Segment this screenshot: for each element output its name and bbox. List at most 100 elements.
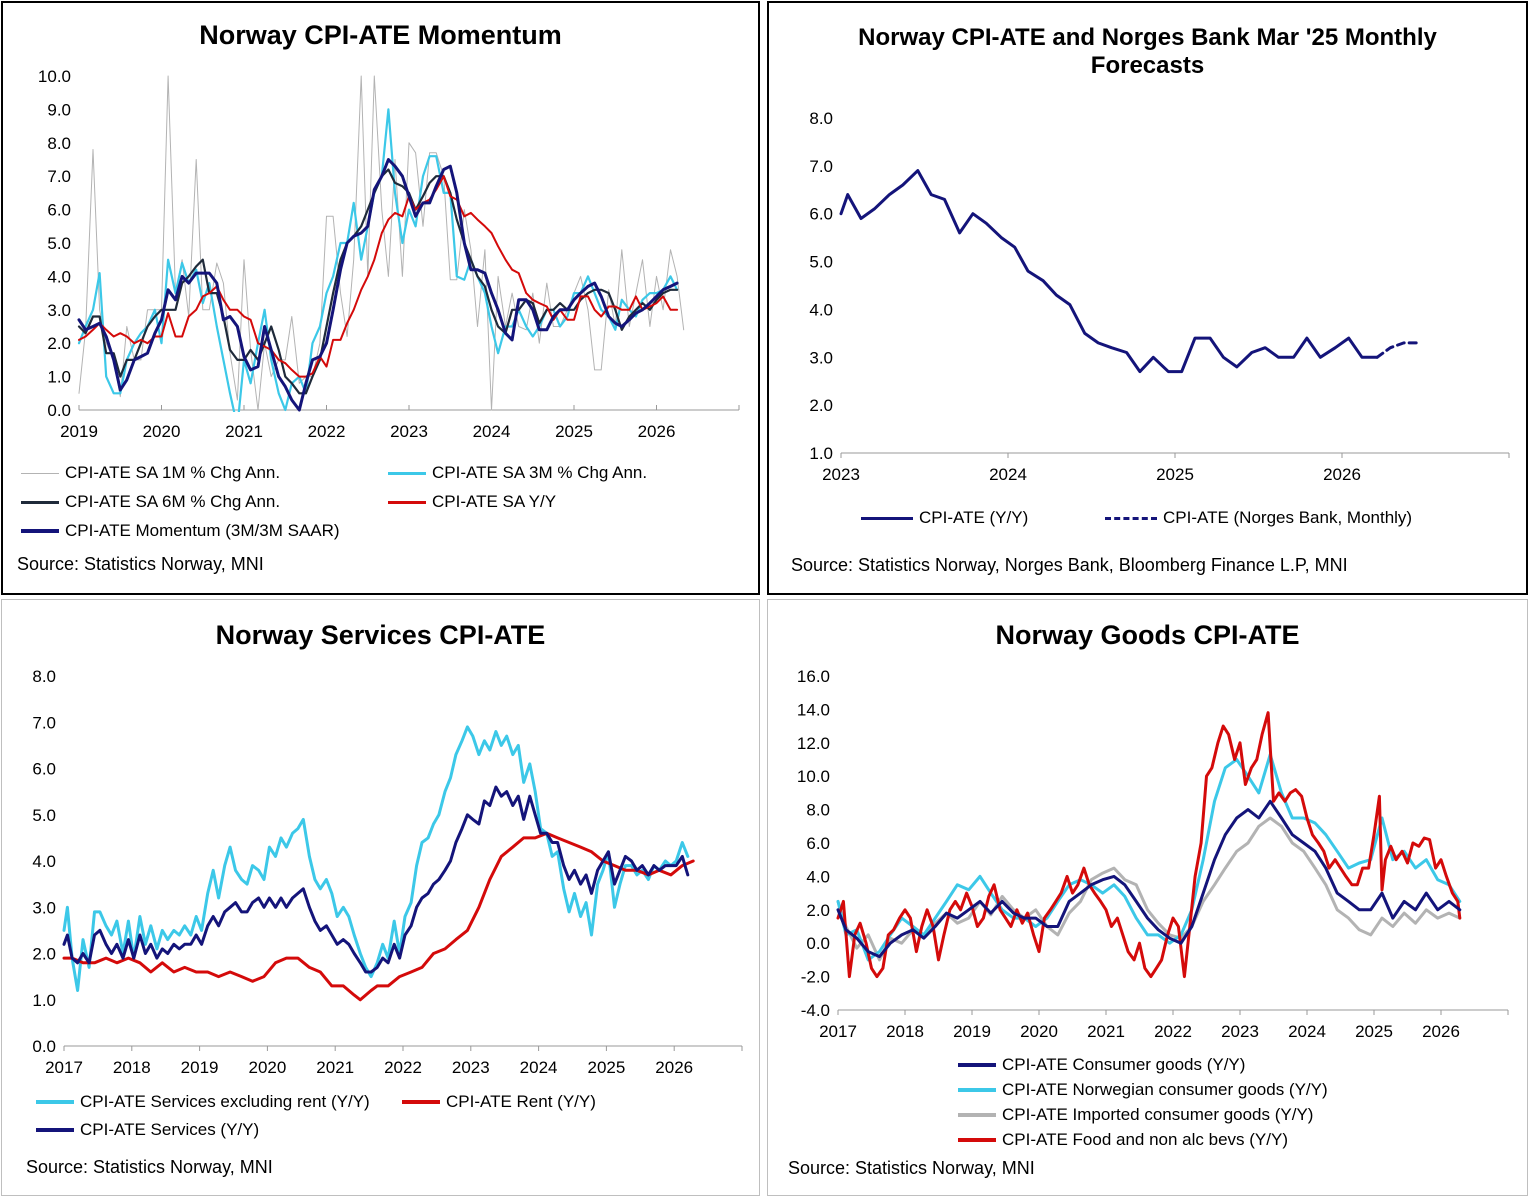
series-line	[78, 75, 685, 411]
x-tick-label: 2020	[143, 422, 181, 441]
x-tick-label: 2019	[181, 1058, 219, 1077]
legend-label: CPI-ATE SA 6M % Chg Ann.	[65, 492, 281, 511]
y-tick-label: 3.0	[32, 898, 56, 917]
legend-label: CPI-ATE Food and non alc bevs (Y/Y)	[1002, 1130, 1288, 1149]
legend-item: CPI-ATE Rent (Y/Y)	[402, 1092, 596, 1112]
goods-chart-plot: -4.0 -2.0 0.0 2.0 4.0 6.0 8.0 10.0 12.0 14.0 16.0 2…	[797, 667, 1509, 1041]
y-tick-label: 4.0	[32, 852, 56, 871]
y-tick-label: 6.0	[809, 205, 833, 224]
momentum-chart-panel: Norway CPI-ATE Momentum 0.0 1.0 2.0 3.0 4.0 5…	[1, 1, 760, 595]
series-group	[836, 711, 1462, 979]
source-note: Source: Statistics Norway, MNI	[26, 1157, 273, 1177]
chart-title-text: Norway CPI-ATE and Norges Bank Mar '25 M…	[858, 24, 1437, 79]
x-tick-label: 2022	[308, 422, 346, 441]
x-tick-label: 2023	[390, 422, 428, 441]
series-line	[62, 725, 690, 992]
momentum-chart-plot: 0.0 1.0 2.0 3.0 4.0 5.0 6.0 7.0 8.0 9.0 10.0 2019 20…	[38, 67, 740, 441]
x-tick-label: 2023	[452, 1058, 490, 1077]
y-tick-label: 4.0	[809, 300, 833, 319]
chart-title: Norway Services CPI-ATE	[215, 620, 546, 650]
legend-item: CPI-ATE Imported consumer goods (Y/Y)	[958, 1105, 1313, 1125]
series-line	[1375, 341, 1421, 359]
x-tick-label: 2024	[473, 422, 511, 441]
series-line	[62, 785, 690, 974]
legend-label: CPI-ATE Momentum (3M/3M SAAR)	[65, 521, 340, 540]
x-tick-label: 2019	[953, 1022, 991, 1041]
source-note: Source: Statistics Norway, MNI	[788, 1158, 1035, 1178]
series-line	[836, 711, 1462, 979]
services-chart-panel: Norway Services CPI-ATE 0.0 1.0 2.0 3.0 4.0 5…	[1, 599, 760, 1196]
services-chart-plot: 0.0 1.0 2.0 3.0 4.0 5.0 6.0 7.0 8.0 2017 2018 2019 2…	[32, 667, 743, 1077]
y-tick-label: 4.0	[806, 867, 830, 886]
legend-label: CPI-ATE SA 3M % Chg Ann.	[432, 463, 648, 482]
legend-item: CPI-ATE Food and non alc bevs (Y/Y)	[958, 1130, 1288, 1150]
legend-label: CPI-ATE Imported consumer goods (Y/Y)	[1002, 1105, 1314, 1124]
y-tick-label: 8.0	[47, 134, 71, 153]
series-line	[836, 799, 1462, 959]
legend-swatch	[21, 472, 59, 474]
legend-swatch	[402, 1100, 440, 1104]
x-tick-label: 2021	[225, 422, 263, 441]
x-tick-label: 2021	[1087, 1022, 1125, 1041]
legend-label: CPI-ATE Rent (Y/Y)	[446, 1092, 596, 1111]
series-line	[77, 158, 679, 412]
forecast-chart-plot: 1.0 2.0 3.0 4.0 5.0 6.0 7.0 8.0 2023 2024 2025 2026	[809, 109, 1510, 484]
y-tick-label: 9.0	[47, 100, 71, 119]
source-note: Source: Statistics Norway, Norges Bank, …	[791, 555, 1348, 575]
y-tick-label: 7.0	[32, 713, 56, 732]
legend-item: CPI-ATE SA 6M % Chg Ann.	[21, 492, 280, 512]
y-tick-label: 1.0	[47, 368, 71, 387]
x-tick-label: 2018	[886, 1022, 924, 1041]
y-tick-label: 5.0	[47, 234, 71, 253]
x-tick-label: 2022	[1154, 1022, 1192, 1041]
y-tick-label: 2.0	[47, 334, 71, 353]
y-tick-label: 2.0	[809, 396, 833, 415]
legend-item: CPI-ATE SA 3M % Chg Ann.	[388, 463, 647, 483]
series-line	[77, 108, 679, 412]
x-tick-label: 2020	[1020, 1022, 1058, 1041]
y-tick-label: 4.0	[47, 267, 71, 286]
y-tick-label: 6.0	[32, 760, 56, 779]
y-tick-label: 6.0	[806, 834, 830, 853]
legend-swatch	[36, 1100, 74, 1104]
y-tick-label: 10.0	[38, 67, 71, 86]
chart-title: Norway CPI-ATE Momentum	[199, 20, 562, 50]
x-tick-label: 2025	[555, 422, 593, 441]
legend-item: CPI-ATE Momentum (3M/3M SAAR)	[21, 521, 340, 541]
x-tick-label: 2025	[587, 1058, 625, 1077]
series-line	[836, 753, 1462, 962]
x-tick-label: 2025	[1156, 465, 1194, 484]
legend-label: CPI-ATE SA 1M % Chg Ann.	[65, 463, 281, 482]
y-tick-label: -4.0	[801, 1001, 830, 1020]
x-tick-label: 2026	[1323, 465, 1361, 484]
x-tick-label: 2026	[1422, 1022, 1460, 1041]
series-group	[77, 75, 685, 412]
forecast-chart-panel: Norway CPI-ATE and Norges Bank Mar '25 M…	[767, 1, 1528, 595]
legend-label: CPI-ATE Norwegian consumer goods (Y/Y)	[1002, 1080, 1328, 1099]
series-line	[77, 168, 679, 395]
y-tick-label: 1.0	[809, 444, 833, 463]
legend-label: CPI-ATE Services (Y/Y)	[80, 1120, 260, 1139]
y-tick-label: 7.0	[809, 157, 833, 176]
y-tick-label: 3.0	[809, 348, 833, 367]
y-tick-label: 3.0	[47, 301, 71, 320]
legend-item: CPI-ATE Consumer goods (Y/Y)	[958, 1055, 1245, 1075]
y-tick-label: 5.0	[809, 253, 833, 272]
series-line	[62, 831, 695, 1002]
x-tick-label: 2021	[316, 1058, 354, 1077]
x-tick-label: 2017	[45, 1058, 83, 1077]
x-tick-label: 2026	[655, 1058, 693, 1077]
y-tick-label: 14.0	[797, 700, 830, 719]
legend-item: CPI-ATE (Y/Y)	[861, 508, 1028, 528]
legend-label: CPI-ATE SA Y/Y	[432, 492, 557, 511]
legend-label: CPI-ATE Services excluding rent (Y/Y)	[80, 1092, 370, 1111]
y-tick-label: 5.0	[32, 806, 56, 825]
x-tick-label: 2024	[989, 465, 1027, 484]
x-tick-label: 2017	[819, 1022, 857, 1041]
x-tick-label: 2025	[1355, 1022, 1393, 1041]
y-tick-label: 0.0	[806, 934, 830, 953]
legend-swatch	[958, 1088, 996, 1092]
x-tick-label: 2023	[822, 465, 860, 484]
legend-item: CPI-ATE Services excluding rent (Y/Y)	[36, 1092, 370, 1112]
x-tick-label: 2024	[1288, 1022, 1326, 1041]
